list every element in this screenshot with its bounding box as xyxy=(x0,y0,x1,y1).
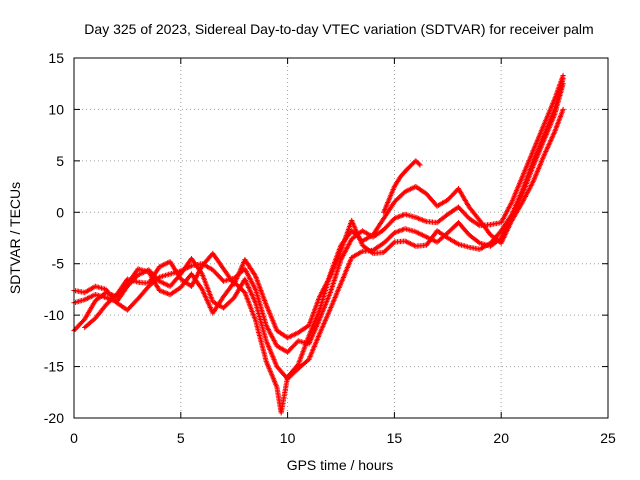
y-tick-label: 0 xyxy=(56,204,64,220)
chart-title: Day 325 of 2023, Sidereal Day-to-day VTE… xyxy=(84,21,593,37)
data-point xyxy=(417,162,423,168)
data-point xyxy=(390,240,396,246)
y-tick-label: -20 xyxy=(44,410,64,426)
series-track-2 xyxy=(71,81,566,382)
x-axis-title: GPS time / hours xyxy=(287,457,394,473)
data-point xyxy=(560,106,566,112)
series-track-5 xyxy=(381,158,423,215)
x-tick-label: 5 xyxy=(177,430,185,446)
y-axis: -20 -15 -10 -5 0 5 10 15 xyxy=(44,50,608,426)
y-tick-label: 10 xyxy=(48,101,64,117)
x-tick-label: 15 xyxy=(387,430,403,446)
data-point xyxy=(416,161,422,167)
data-marks xyxy=(71,72,566,416)
y-tick-label: -10 xyxy=(44,307,64,323)
grid xyxy=(74,58,608,418)
data-point xyxy=(560,76,566,82)
plot-border xyxy=(73,57,609,419)
data-point xyxy=(369,249,375,256)
x-tick-label: 20 xyxy=(493,430,509,446)
x-tick-label: 0 xyxy=(70,430,78,446)
x-axis: 0 5 10 15 20 25 xyxy=(70,58,616,446)
x-tick-label: 10 xyxy=(280,430,296,446)
y-tick-label: 15 xyxy=(48,50,64,66)
y-tick-label: -15 xyxy=(44,359,64,375)
series-track-4 xyxy=(82,76,566,341)
y-tick-label: -5 xyxy=(52,256,65,272)
data-point xyxy=(476,239,482,245)
series-track-3 xyxy=(71,106,566,416)
y-tick-label: 5 xyxy=(56,153,64,169)
x-tick-label: 25 xyxy=(600,430,616,446)
y-axis-title: SDTVAR / TECUs xyxy=(7,182,23,294)
